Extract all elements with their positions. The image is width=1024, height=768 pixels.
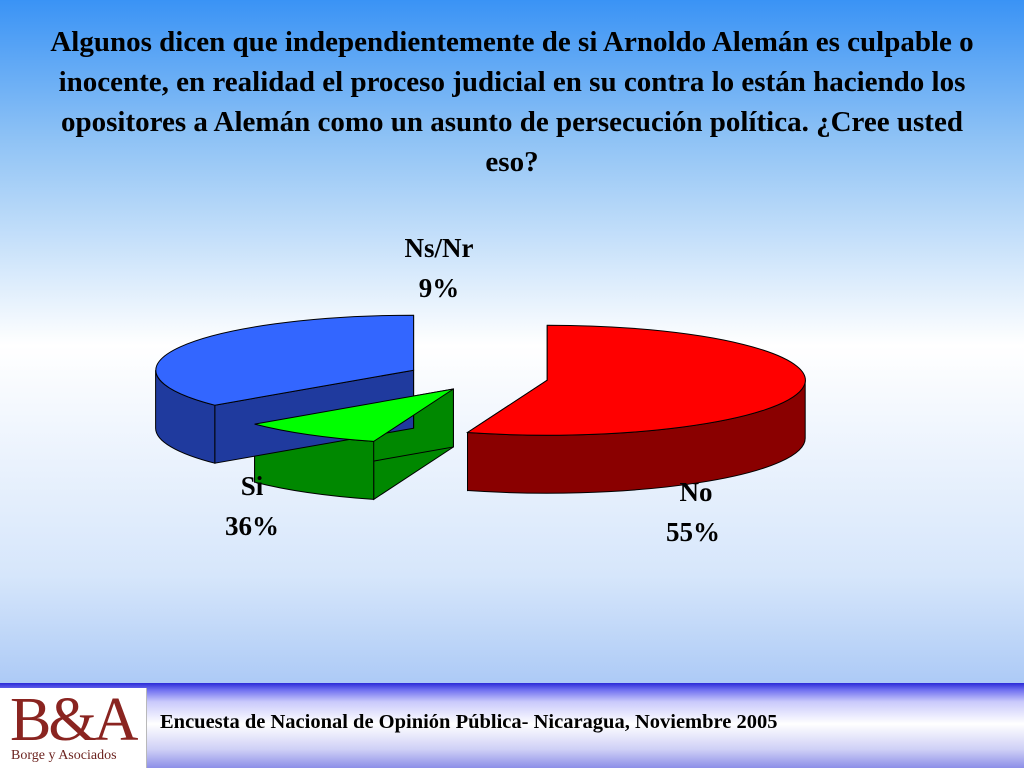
footer-band <box>0 683 1024 768</box>
footer-source-text: Encuesta de Nacional de Opinión Pública-… <box>160 711 778 733</box>
slide-title: Algunos dicen que independientemente de … <box>50 26 974 178</box>
slice-label-si: Si 36% <box>225 471 279 541</box>
slice-label-no: No 55% <box>666 477 720 547</box>
slice-label-no-name: No <box>680 477 713 507</box>
slice-label-no-percent: 55% <box>666 517 720 547</box>
pie-slice-ns-nr <box>254 388 454 442</box>
slice-label-ns-nr: Ns/Nr 9% <box>405 233 474 303</box>
slice-label-si-percent: 36% <box>225 511 279 541</box>
logo-mark: B&A <box>10 686 138 754</box>
slice-label-ns-nr-name: Ns/Nr <box>405 233 474 263</box>
slice-label-ns-nr-percent: 9% <box>419 273 460 303</box>
pie-slice-no <box>465 324 806 436</box>
pie-slice-si <box>155 314 415 406</box>
slice-label-si-name: Si <box>241 471 264 501</box>
company-logo: B&A Borge y Asociados <box>0 688 147 768</box>
pie-tops <box>155 314 806 442</box>
logo-subtitle: Borge y Asociados <box>11 748 117 763</box>
